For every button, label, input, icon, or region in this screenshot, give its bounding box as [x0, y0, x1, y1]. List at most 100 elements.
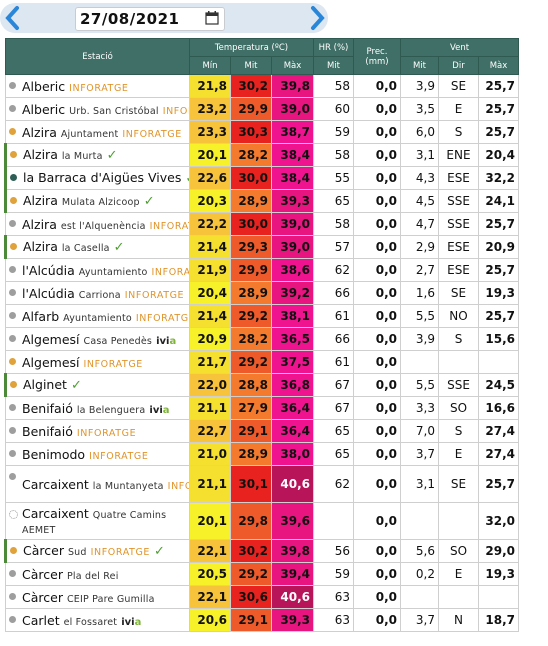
temp-max-cell: 40,6	[271, 585, 314, 609]
station-cell[interactable]: Alzira est l'Alquenència INFORATGE	[5, 212, 190, 236]
table-row[interactable]: Alzira la Casella ✓ 21,4 29,3 39,0 57 0,0 2,9 E…	[4, 235, 519, 259]
wind-mit-cell: 3,7	[400, 442, 439, 466]
table-row[interactable]: Càrcer Pla del Rei 20,5 29,2 39,4 59 0,0 0,2 E…	[5, 562, 519, 586]
wind-dir-cell: SO	[438, 539, 479, 563]
table-row[interactable]: Alzira Ajuntament INFORATGE 23,3 30,3 38,7…	[5, 120, 519, 144]
chevron-left-icon	[5, 6, 19, 30]
station-cell[interactable]: Carcaixent Quatre Camins AEMET	[5, 502, 190, 540]
temp-max-cell: 39,3	[271, 608, 314, 632]
wind-max-cell: 25,7	[478, 258, 519, 282]
station-cell[interactable]: Càrcer CEIP Pare Gumilla	[5, 585, 190, 609]
table-row[interactable]: Carcaixent Quatre Camins AEMET 20,1 29,8 39…	[5, 502, 519, 540]
precipitation-cell: 0,0	[353, 350, 401, 374]
station-cell[interactable]: l'Alcúdia Carriona INFORATGE	[5, 281, 190, 305]
station-cell[interactable]: Carcaixent la Muntanyeta INFORATGE	[5, 465, 190, 503]
wind-mit-cell: 7,0	[400, 419, 439, 443]
header-temp-mit[interactable]: Mit	[230, 56, 272, 75]
precipitation-cell: 0,0	[353, 608, 401, 632]
temp-mit-cell: 30,2	[230, 539, 272, 563]
inforatge-logo: INFORATGE	[90, 547, 151, 558]
inforatge-logo: INFORATGE	[162, 105, 189, 117]
table-row[interactable]: Benifaió la Belenguera ivia 21,1 27,9 36,4…	[5, 396, 519, 420]
temp-min-cell: 21,0	[189, 442, 231, 466]
station-cell[interactable]: Alzira la Casella ✓	[4, 235, 190, 259]
wind-max-cell: 24,1	[478, 189, 519, 213]
station-cell[interactable]: Algemesí INFORATGE	[5, 350, 190, 374]
table-row[interactable]: Alfarb Ayuntamiento INFORATGE 21,4 29,2 38…	[5, 304, 519, 328]
station-cell[interactable]: la Barraca d'Aigües Vives ✓	[4, 166, 190, 190]
temp-min-cell: 23,3	[189, 120, 231, 144]
table-row[interactable]: Alzira la Murta ✓ 20,1 28,2 38,4 58 0,0 3,1 ENE…	[4, 143, 519, 167]
status-dot	[10, 547, 17, 554]
temp-min-cell: 20,1	[189, 143, 231, 167]
header-humidity[interactable]: HR (%)	[313, 38, 354, 57]
date-field[interactable]: 27/08/2021	[75, 7, 225, 31]
station-cell[interactable]: Algemesí Casa Penedès ivia	[5, 327, 190, 351]
table-row[interactable]: Benifaió INFORATGE 22,7 29,1 36,4 65 0,0 7,0 S…	[5, 419, 519, 443]
station-cell[interactable]: Alberic Urb. San Cristóbal INFORATGE	[5, 97, 190, 121]
wind-max-cell: 18,7	[478, 608, 519, 632]
precipitation-cell: 0,0	[353, 74, 401, 98]
header-temp-max[interactable]: Màx	[271, 56, 314, 75]
table-row[interactable]: l'Alcúdia Carriona INFORATGE 20,4 28,9 39,…	[5, 281, 519, 305]
station-cell[interactable]: Alginet ✓	[4, 373, 190, 397]
temp-max-cell: 38,4	[271, 143, 314, 167]
previous-day-button[interactable]	[2, 5, 24, 31]
station-cell[interactable]: Alzira Mulata Alzicoop ✓	[4, 189, 190, 213]
table-row[interactable]: Alginet ✓ 22,0 28,8 36,8 67 0,0 5,5 SSE 24,5	[4, 373, 519, 397]
station-location: est l'Alquenència	[60, 220, 146, 232]
table-row[interactable]: Carcaixent la Muntanyeta INFORATGE 21,13…	[5, 465, 519, 503]
table-row[interactable]: Alberic Urb. San Cristóbal INFORATGE 23,…	[5, 97, 519, 121]
temp-mit-cell: 29,2	[230, 562, 272, 586]
wind-dir-cell: NO	[438, 304, 479, 328]
table-row[interactable]: Càrcer CEIP Pare Gumilla 22,1 30,6 40,6 63 0…	[5, 585, 519, 609]
next-day-button[interactable]	[306, 5, 328, 31]
table-row[interactable]: Alberic INFORATGE 21,8 30,2 39,8 58 0,0 3,9 SE…	[5, 74, 519, 98]
header-hr-mit[interactable]: Mit	[313, 56, 354, 75]
station-cell[interactable]: Carlet el Fossaret ivia	[5, 608, 190, 632]
wind-dir-cell: S	[438, 327, 479, 351]
station-cell[interactable]: l'Alcúdia Ayuntamiento INFORATGE	[5, 258, 190, 282]
station-cell[interactable]: Alzira la Murta ✓	[4, 143, 190, 167]
station-cell[interactable]: Càrcer Pla del Rei	[5, 562, 190, 586]
wind-max-cell: 25,7	[478, 97, 519, 121]
header-wind[interactable]: Vent	[400, 38, 519, 57]
table-row[interactable]: Alzira est l'Alquenència INFORATGE 22,23…	[5, 212, 519, 236]
table-row[interactable]: Benimodo INFORATGE 21,0 28,9 38,0 65 0,0 3,7 E…	[5, 442, 519, 466]
table-row[interactable]: Alzira Mulata Alzicoop ✓ 20,3 28,9 39,3 65 0,…	[4, 189, 519, 213]
station-cell[interactable]: Alzira Ajuntament INFORATGE	[5, 120, 190, 144]
station-cell[interactable]: Càrcer Sud INFORATGE ✓	[4, 539, 190, 563]
wind-mit-cell	[400, 350, 439, 374]
header-temp-min[interactable]: Mín	[189, 56, 231, 75]
header-station[interactable]: Estació	[5, 38, 190, 75]
station-name: Alzira	[23, 239, 58, 254]
table-row[interactable]: Algemesí Casa Penedès ivia 20,9 28,2 36,5 6…	[5, 327, 519, 351]
wind-max-cell: 27,4	[478, 442, 519, 466]
wind-dir-cell: SE	[438, 281, 479, 305]
header-wind-max[interactable]: Màx	[478, 56, 519, 75]
table-row[interactable]: Càrcer Sud INFORATGE ✓ 22,1 30,2 39,8 56 0,0 5…	[4, 539, 519, 563]
header-temperature[interactable]: Temperatura (ºC)	[189, 38, 314, 57]
status-dot	[9, 335, 16, 342]
header-wind-dir[interactable]: Dir	[438, 56, 479, 75]
header-wind-mit[interactable]: Mit	[400, 56, 439, 75]
temp-min-cell: 23,2	[189, 97, 231, 121]
station-cell[interactable]: Alberic INFORATGE	[5, 74, 190, 98]
station-name: Alzira	[22, 216, 57, 232]
station-cell[interactable]: Benifaió la Belenguera ivia	[5, 396, 190, 420]
wind-max-cell: 16,6	[478, 396, 519, 420]
calendar-icon[interactable]	[205, 11, 219, 25]
station-cell[interactable]: Alfarb Ayuntamiento INFORATGE	[5, 304, 190, 328]
wind-mit-cell: 6,0	[400, 120, 439, 144]
precipitation-cell: 0,0	[353, 502, 401, 540]
table-row[interactable]: Carlet el Fossaret ivia 20,6 29,1 39,3 63 0,…	[5, 608, 519, 632]
table-row[interactable]: Algemesí INFORATGE 21,7 29,2 37,5 61 0,0	[5, 350, 519, 374]
wind-dir-cell: SSE	[438, 373, 479, 397]
table-row[interactable]: l'Alcúdia Ayuntamiento INFORATGE 21,929,…	[5, 258, 519, 282]
temp-mit-cell: 29,9	[230, 258, 272, 282]
station-cell[interactable]: Benifaió INFORATGE	[5, 419, 190, 443]
header-precipitation[interactable]: Prec. (mm)	[353, 38, 401, 75]
table-row[interactable]: la Barraca d'Aigües Vives ✓22,630,038,45…	[4, 166, 519, 190]
wind-mit-cell: 3,9	[400, 327, 439, 351]
station-cell[interactable]: Benimodo INFORATGE	[5, 442, 190, 466]
